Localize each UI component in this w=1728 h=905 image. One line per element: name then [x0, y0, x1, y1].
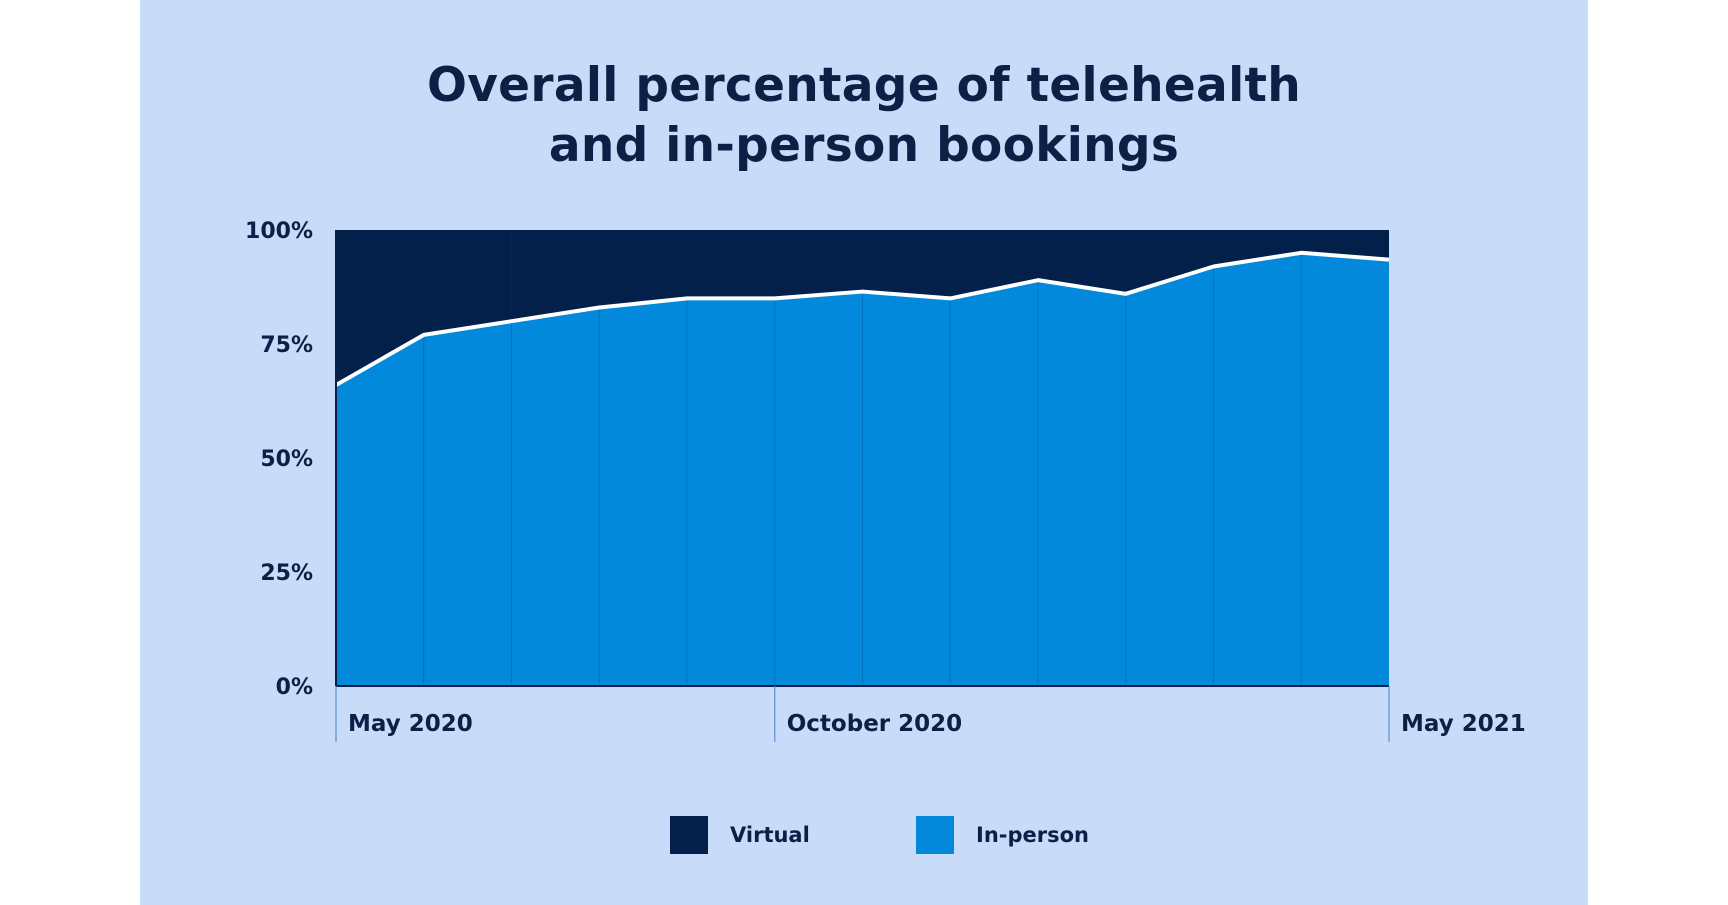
legend-label-in-person: In-person — [976, 823, 1089, 847]
chart-title: Overall percentage of telehealth and in-… — [140, 56, 1588, 176]
chart-panel: Overall percentage of telehealth and in-… — [140, 0, 1588, 905]
legend-label-virtual: Virtual — [730, 823, 810, 847]
x-tick-label: May 2021 — [1401, 711, 1526, 737]
y-tick-label: 50% — [260, 447, 313, 472]
x-tick-label: October 2020 — [787, 711, 962, 737]
y-tick-label: 75% — [260, 333, 313, 358]
series-area-virtual — [336, 230, 1389, 386]
y-tick-label: 100% — [245, 219, 313, 244]
legend-swatch-virtual — [670, 816, 708, 854]
x-tick-label: May 2020 — [348, 711, 473, 737]
legend-item-virtual: Virtual — [670, 816, 810, 854]
chart-title-line-2: and in-person bookings — [548, 118, 1180, 173]
legend-item-in-person: In-person — [916, 816, 1089, 854]
legend-swatch-in-person — [916, 816, 954, 854]
y-tick-label: 0% — [276, 675, 313, 700]
series-boundary-line — [335, 250, 1390, 387]
series-area-in-person — [336, 252, 1389, 687]
y-tick-label: 25% — [260, 561, 313, 586]
chart-title-line-1: Overall percentage of telehealth — [426, 58, 1302, 113]
area-chart: 0% 25% 50% 75% 100% May 2020 October 2020 May 2… — [245, 219, 1526, 742]
